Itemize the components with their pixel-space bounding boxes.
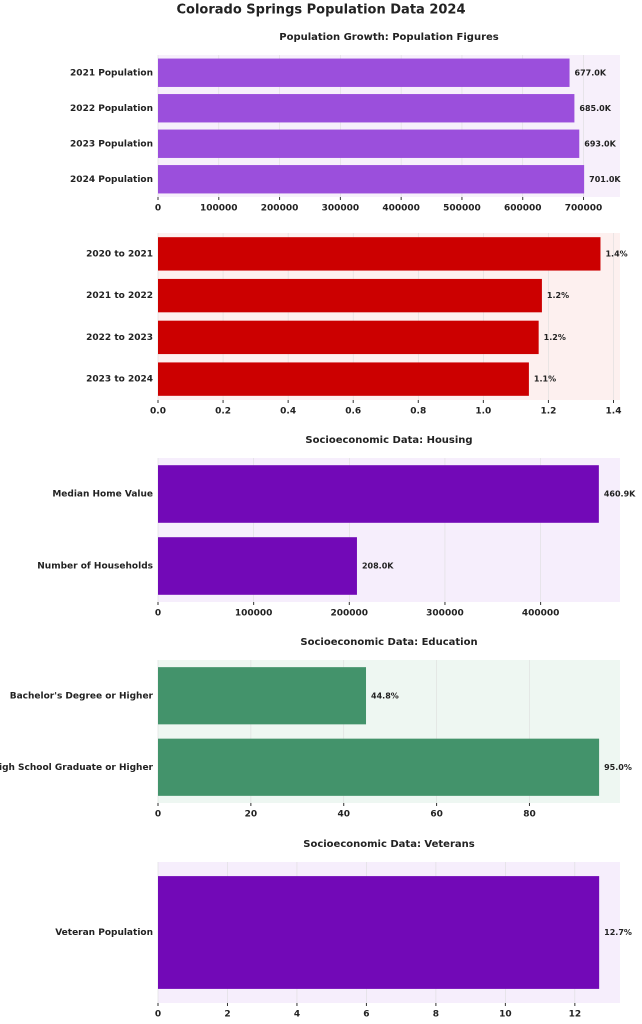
x-tick-label: 600000 [504,204,542,214]
x-tick-label: 6 [363,1010,369,1020]
y-tick-label: 2024 Population [70,175,153,185]
x-tick-label: 0 [155,609,161,619]
y-tick-label: Median Home Value [52,490,153,500]
x-tick-label: 60 [430,810,443,820]
x-tick-label: 1.2 [540,407,556,417]
subplot-title: Socioeconomic Data: Education [300,637,477,648]
x-tick-label: 0.0 [150,407,166,417]
bar [158,876,600,989]
x-tick-label: 200000 [261,204,299,214]
x-tick-label: 0 [155,1010,161,1020]
value-label: 44.8% [371,691,399,700]
value-label: 1.4% [605,249,627,258]
x-tick-label: 0.6 [345,407,361,417]
bar [158,667,367,725]
y-tick-label: Number of Households [37,562,153,572]
subplot-title: Population Growth: Population Figures [279,32,499,43]
bar [158,58,570,87]
bar [158,738,600,796]
y-tick-label: 2022 Population [70,104,153,114]
x-tick-label: 0.4 [280,407,296,417]
x-tick-label: 100000 [200,204,238,214]
x-tick-label: 8 [433,1010,439,1020]
value-label: 95.0% [604,763,632,772]
value-label: 677.0K [575,68,607,77]
bar [158,537,357,595]
x-tick-label: 500000 [443,204,481,214]
x-tick-label: 300000 [426,609,464,619]
value-label: 208.0K [362,562,394,571]
value-label: 460.9K [604,490,636,499]
x-tick-label: 40 [337,810,350,820]
bar [158,362,529,396]
y-tick-label: Veteran Population [55,928,153,938]
x-tick-label: 400000 [522,609,560,619]
bar [158,94,575,123]
figure-title: Colorado Springs Population Data 2024 [176,3,465,18]
y-tick-label: 2021 Population [70,68,153,78]
bar [158,129,580,158]
x-tick-label: 200000 [331,609,369,619]
y-tick-label: 2021 to 2022 [86,291,153,301]
subplot-title: Socioeconomic Data: Housing [305,435,472,446]
x-tick-label: 300000 [322,204,360,214]
x-tick-label: 4 [294,1010,300,1020]
x-tick-label: 700000 [565,204,603,214]
x-tick-label: 0.2 [215,407,231,417]
subplot-title: Socioeconomic Data: Veterans [303,839,475,850]
x-tick-label: 100000 [235,609,273,619]
y-tick-label: 2022 to 2023 [86,333,153,343]
value-label: 701.0K [589,175,621,184]
x-tick-label: 10 [499,1010,512,1020]
value-label: 12.7% [604,928,632,937]
x-tick-label: 1.4 [606,407,622,417]
x-tick-label: 12 [569,1010,582,1020]
bar [158,165,585,194]
x-tick-label: 1.0 [475,407,491,417]
y-tick-label: Bachelor's Degree or Higher [10,691,154,701]
x-tick-label: 2 [224,1010,230,1020]
y-tick-label: 2023 to 2024 [86,375,153,385]
y-tick-label: 2023 Population [70,139,153,149]
y-tick-label: 2020 to 2021 [86,249,153,259]
value-label: 693.0K [584,139,616,148]
y-tick-label: High School Graduate or Higher [0,763,154,773]
x-tick-label: 80 [523,810,536,820]
x-tick-label: 0.8 [410,407,426,417]
bar [158,278,542,313]
x-tick-label: 0 [155,810,161,820]
x-tick-label: 20 [245,810,258,820]
x-tick-label: 400000 [382,204,420,214]
value-label: 1.2% [547,291,569,300]
x-tick-label: 0 [155,204,161,214]
bar [158,320,539,355]
value-label: 1.2% [544,333,566,342]
value-label: 685.0K [579,104,611,113]
bar [158,237,601,271]
bar [158,465,599,523]
value-label: 1.1% [534,375,556,384]
